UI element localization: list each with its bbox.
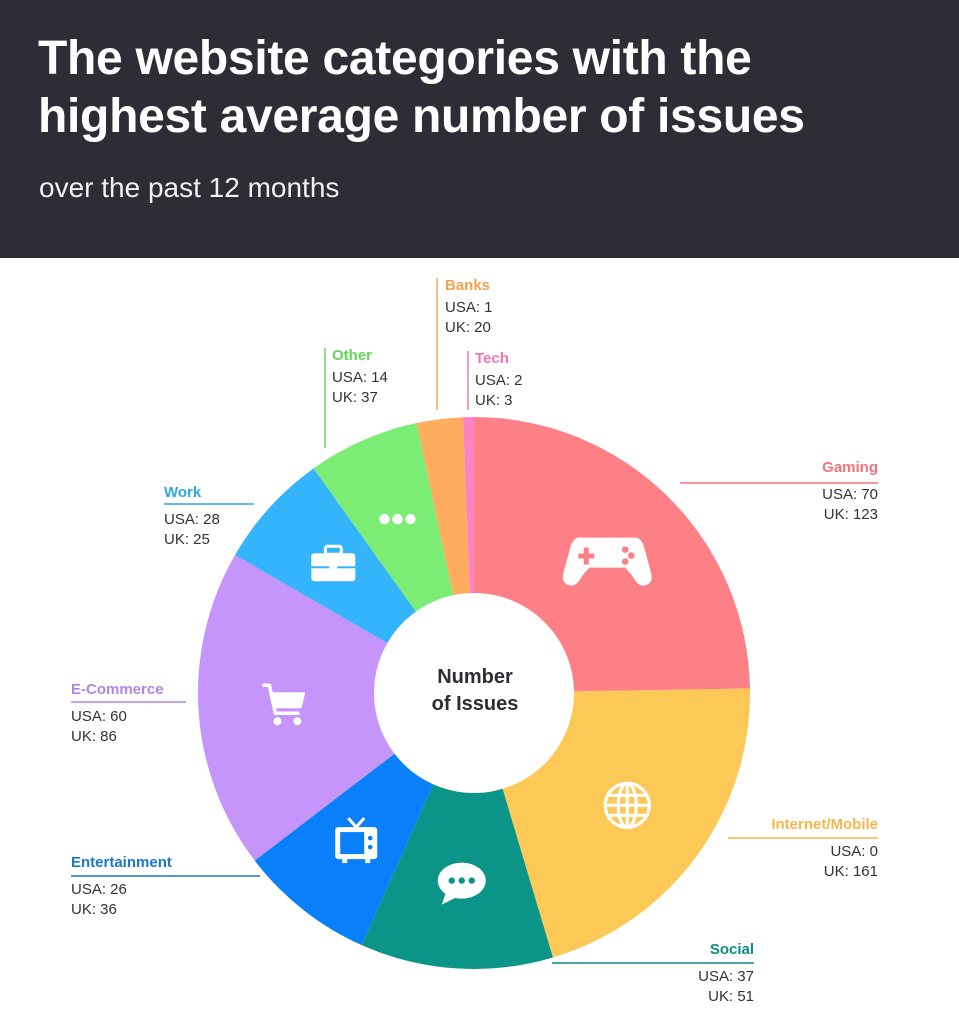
center-label-line1: Number xyxy=(437,666,513,688)
globe-icon xyxy=(603,781,651,829)
slice-label-uk: UK: 37 xyxy=(332,389,378,406)
slice-label-usa: USA: 26 xyxy=(71,881,127,898)
slice-label-usa: USA: 70 xyxy=(822,486,878,503)
shopping-cart-icon xyxy=(262,683,306,726)
header-banner: The website categories with the highest … xyxy=(0,0,959,258)
slice-label-name: Tech xyxy=(475,350,509,367)
slice-label-banks: Banks USA: 1 UK: 20 xyxy=(445,276,545,338)
slice-label-uk: UK: 36 xyxy=(71,901,117,918)
center-label: Number of Issues xyxy=(375,664,575,718)
slice-label-uk: UK: 25 xyxy=(164,531,210,548)
slice-label-usa: USA: 14 xyxy=(332,369,388,386)
slice-label-gaming: Gaming USA: 70 UK: 123 xyxy=(760,458,878,525)
gamepad-icon xyxy=(562,537,652,586)
slice-label-social: Social USA: 37 UK: 51 xyxy=(640,940,754,1007)
slice-label-name: Banks xyxy=(445,277,491,294)
slice-label-internet-mobile: Internet/Mobile USA: 0 UK: 161 xyxy=(720,815,878,882)
slice-label-usa: USA: 37 xyxy=(698,968,754,985)
tv-icon xyxy=(335,817,378,864)
pie-slice-social xyxy=(361,693,553,969)
slice-label-name: Social xyxy=(709,941,754,958)
chat-bubble-icon xyxy=(437,862,486,905)
slice-label-work: Work USA: 28 UK: 25 xyxy=(164,483,264,550)
pie-slice-e-commerce xyxy=(197,555,474,861)
slice-label-uk: UK: 20 xyxy=(445,319,491,336)
donut-chart xyxy=(71,278,878,969)
slice-label-usa: USA: 28 xyxy=(164,511,220,528)
slice-label-usa: USA: 2 xyxy=(475,372,523,389)
center-label-line2: of Issues xyxy=(431,693,519,715)
chart-title: The website categories with the highest … xyxy=(38,32,805,143)
slice-label-other: Other USA: 14 UK: 37 xyxy=(332,346,432,408)
slice-label-usa: USA: 1 xyxy=(445,299,493,316)
slice-label-uk: UK: 123 xyxy=(823,506,878,523)
slice-label-uk: UK: 3 xyxy=(475,392,513,409)
slice-label-name: Entertainment xyxy=(71,854,172,871)
donut-hole xyxy=(374,593,574,793)
slice-label-usa: USA: 60 xyxy=(71,708,127,725)
slice-label-name: Internet/Mobile xyxy=(771,816,878,833)
slice-label-name: Work xyxy=(164,484,202,501)
briefcase-icon xyxy=(311,544,356,582)
slice-label-tech: Tech USA: 2 UK: 3 xyxy=(475,349,575,411)
slice-label-uk: UK: 86 xyxy=(71,728,117,745)
slice-label-e-commerce: E-Commerce USA: 60 UK: 86 xyxy=(71,680,221,747)
more-dots-icon xyxy=(379,513,416,525)
slice-label-usa: USA: 0 xyxy=(830,843,878,860)
slice-label-uk: UK: 161 xyxy=(823,863,878,880)
slice-label-uk: UK: 51 xyxy=(708,988,754,1005)
slice-label-name: E-Commerce xyxy=(71,681,164,698)
chart-subtitle: over the past 12 months xyxy=(39,172,340,203)
slice-label-name: Other xyxy=(332,347,373,364)
slice-label-entertainment: Entertainment USA: 26 UK: 36 xyxy=(71,853,271,920)
slice-label-name: Gaming xyxy=(822,459,878,476)
